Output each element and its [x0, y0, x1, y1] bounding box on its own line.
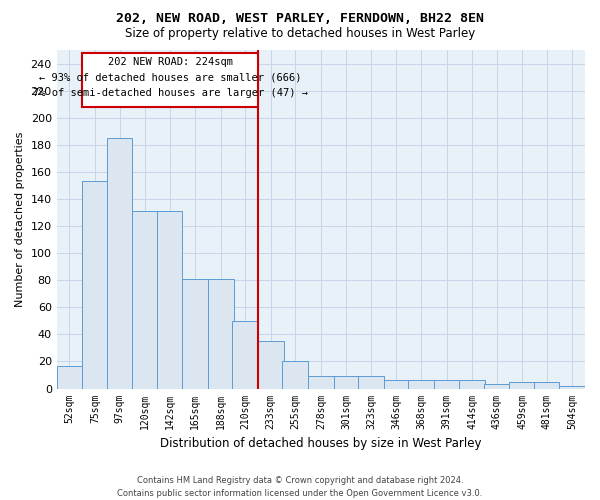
Text: 202 NEW ROAD: 224sqm: 202 NEW ROAD: 224sqm [107, 57, 233, 67]
Text: 7% of semi-detached houses are larger (47) →: 7% of semi-detached houses are larger (4… [32, 88, 308, 98]
Bar [182, 279, 208, 388]
Bar [408, 380, 434, 388]
Bar [509, 382, 535, 388]
Y-axis label: Number of detached properties: Number of detached properties [15, 132, 25, 307]
Bar [82, 182, 108, 388]
Text: Contains HM Land Registry data © Crown copyright and database right 2024.
Contai: Contains HM Land Registry data © Crown c… [118, 476, 482, 498]
Bar [358, 376, 383, 388]
Bar [208, 279, 233, 388]
Bar [232, 321, 258, 388]
Bar [283, 362, 308, 388]
Bar [308, 376, 334, 388]
Bar [133, 211, 158, 388]
Bar [460, 380, 485, 388]
Bar [157, 211, 182, 388]
FancyBboxPatch shape [82, 52, 258, 107]
Bar [434, 380, 460, 388]
Text: ← 93% of detached houses are smaller (666): ← 93% of detached houses are smaller (66… [39, 72, 301, 82]
X-axis label: Distribution of detached houses by size in West Parley: Distribution of detached houses by size … [160, 437, 482, 450]
Bar [534, 382, 559, 388]
Text: 202, NEW ROAD, WEST PARLEY, FERNDOWN, BH22 8EN: 202, NEW ROAD, WEST PARLEY, FERNDOWN, BH… [116, 12, 484, 26]
Bar [107, 138, 133, 388]
Bar [258, 341, 284, 388]
Bar [56, 366, 82, 388]
Bar [334, 376, 359, 388]
Text: Size of property relative to detached houses in West Parley: Size of property relative to detached ho… [125, 28, 475, 40]
Bar [559, 386, 585, 388]
Bar [484, 384, 509, 388]
Bar [383, 380, 409, 388]
